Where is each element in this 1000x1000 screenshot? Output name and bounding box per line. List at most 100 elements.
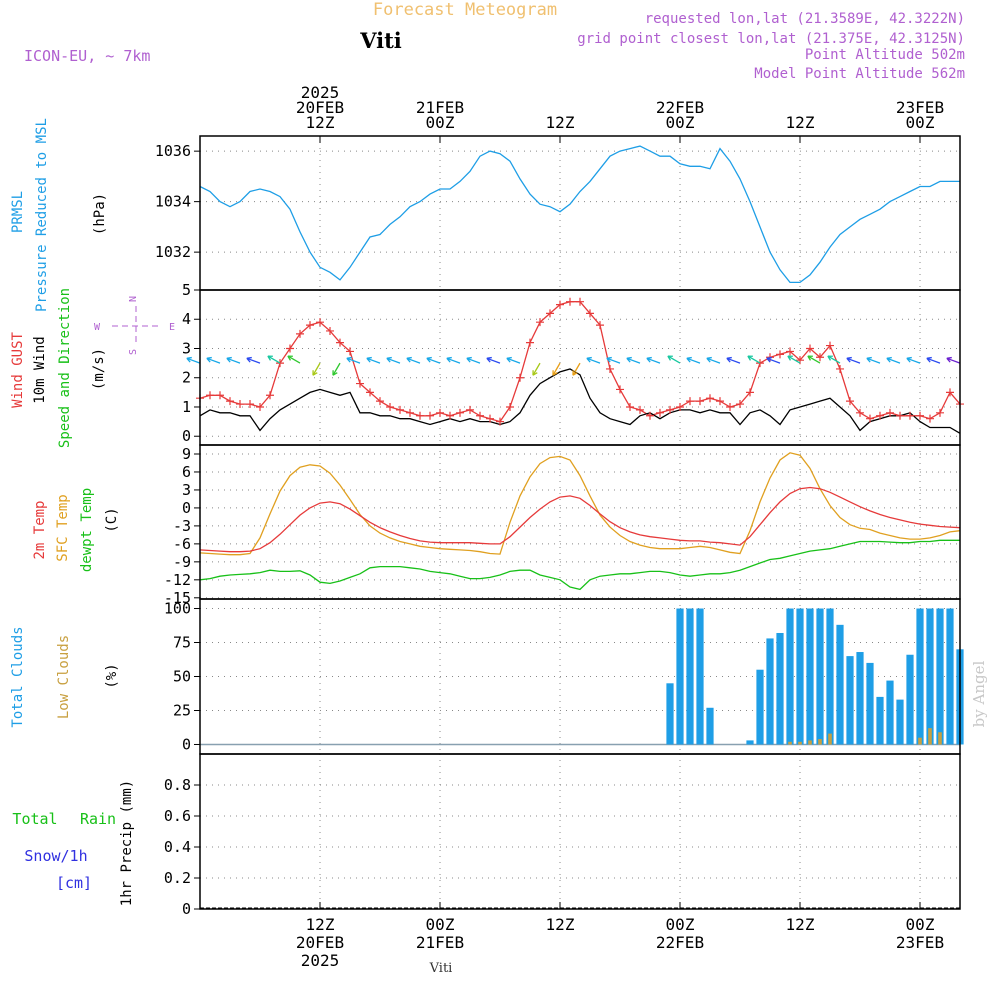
total-cloud-bar [706,707,714,745]
gust-marker [216,391,224,400]
wind-direction-arrow [426,357,441,364]
gust-marker [416,411,424,420]
gust-marker [486,414,494,423]
gust-marker [846,397,854,406]
wind-arrow-head [686,356,692,363]
wind-arrow-head [246,356,252,363]
gust-marker [636,405,644,414]
wind-direction-arrow [446,357,461,364]
grid-point-coords: grid point closest lon,lat (21.375E, 42.… [577,31,965,47]
wind-direction-arrow [726,357,741,364]
wind-direction-arrow [646,357,661,364]
gust-marker [496,417,504,426]
pressure-label-prmsl: PRMSL [10,191,26,233]
point-altitude: Point Altitude 502m [805,47,965,63]
wind-direction-arrow [332,362,341,376]
gust-marker [876,411,884,420]
gust-marker [736,400,744,409]
wind-arrow-head [706,356,712,363]
gust-marker [606,364,614,373]
gust-marker [776,350,784,359]
wind-arrow-head [866,356,872,363]
ytick-label-wind: 4 [182,310,191,328]
total-cloud-bar [746,740,754,745]
bottom-time-label: 00Z [426,915,455,934]
wind-arrow-head [287,355,293,361]
total-cloud-bar [696,608,704,745]
gust-marker [356,379,364,388]
wind-direction-arrow [807,355,821,364]
precip-rain-label: Rain [80,810,116,828]
gust-marker [906,411,914,420]
wind-direction-arrow [606,357,621,364]
wind-arrow-head [466,356,472,363]
compass-s: S [128,349,139,355]
ytick-label-temperature: -15 [164,589,191,607]
low-cloud-bar [918,737,922,745]
gust-marker [506,402,514,411]
marks-layer [186,145,964,909]
wind-direction-arrow [686,357,701,364]
gust-marker [596,321,604,330]
top-time-label: 2025 [301,83,340,102]
wind-direction-arrow [246,357,261,364]
low-cloud-bar [938,732,942,745]
gust-marker [806,344,814,353]
ytick-label-precip: 0.8 [164,776,191,794]
gust-marker [376,397,384,406]
wind-unit: (m/s) [91,348,107,390]
precip-total-label: Total [12,810,57,828]
ytick-label-clouds: 25 [173,701,191,719]
wind-arrow-head [426,356,432,363]
gust-marker [456,408,464,417]
wind-arrow-head [267,355,273,361]
ytick-label-wind: 2 [182,369,191,387]
total-cloud-bar [756,669,764,745]
compass-e: E [169,322,175,333]
gust-marker [366,388,374,397]
gust-marker [546,309,554,318]
gust-marker [946,388,954,397]
watermark: by Angel [970,660,988,727]
top-time-label: 23FEB [896,98,944,117]
ytick-label-wind: 1 [182,398,191,416]
gust-marker [436,408,444,417]
wind-dir-label: Speed and Direction [57,288,73,448]
gust-marker [896,411,904,420]
gust-marker [446,411,454,420]
bottom-time-label: 21FEB [416,933,464,952]
ytick-label-clouds: 50 [173,668,191,686]
total-cloud-bar [806,608,814,745]
gust-marker [866,414,874,423]
wind-arrow-head [646,356,652,363]
gust-marker [346,347,354,356]
ytick-label-temperature: -9 [173,553,191,571]
wind-arrow-head [827,355,833,361]
wind-arrow-head [332,370,338,376]
gust-marker [826,341,834,350]
gust-marker [686,397,694,406]
ytick-label-clouds: 0 [182,735,191,753]
wind-gust-label: Wind GUST [10,332,26,408]
gust-marker [526,338,534,347]
wind-arrow-head [726,356,732,363]
gust-marker [666,405,674,414]
bottom-time-label: 12Z [786,915,815,934]
wind-arrow-head [586,356,592,363]
precip-unit: 1hr Precip (mm) [119,780,135,906]
gust-marker [466,405,474,414]
bottom-time-label: 12Z [306,915,335,934]
wind-arrow-head [312,370,318,376]
gust-marker [246,400,254,409]
compass-n: N [128,296,139,302]
gust-marker [266,391,274,400]
gust-marker [336,338,344,347]
ytick-label-precip: 0 [182,900,191,918]
wind-direction-arrow [532,362,541,376]
total-cloud-bar [886,680,894,745]
gust-marker [936,408,944,417]
top-time-label: 00Z [906,113,935,132]
gust-marker [426,411,434,420]
temp-2m-line [199,486,961,553]
